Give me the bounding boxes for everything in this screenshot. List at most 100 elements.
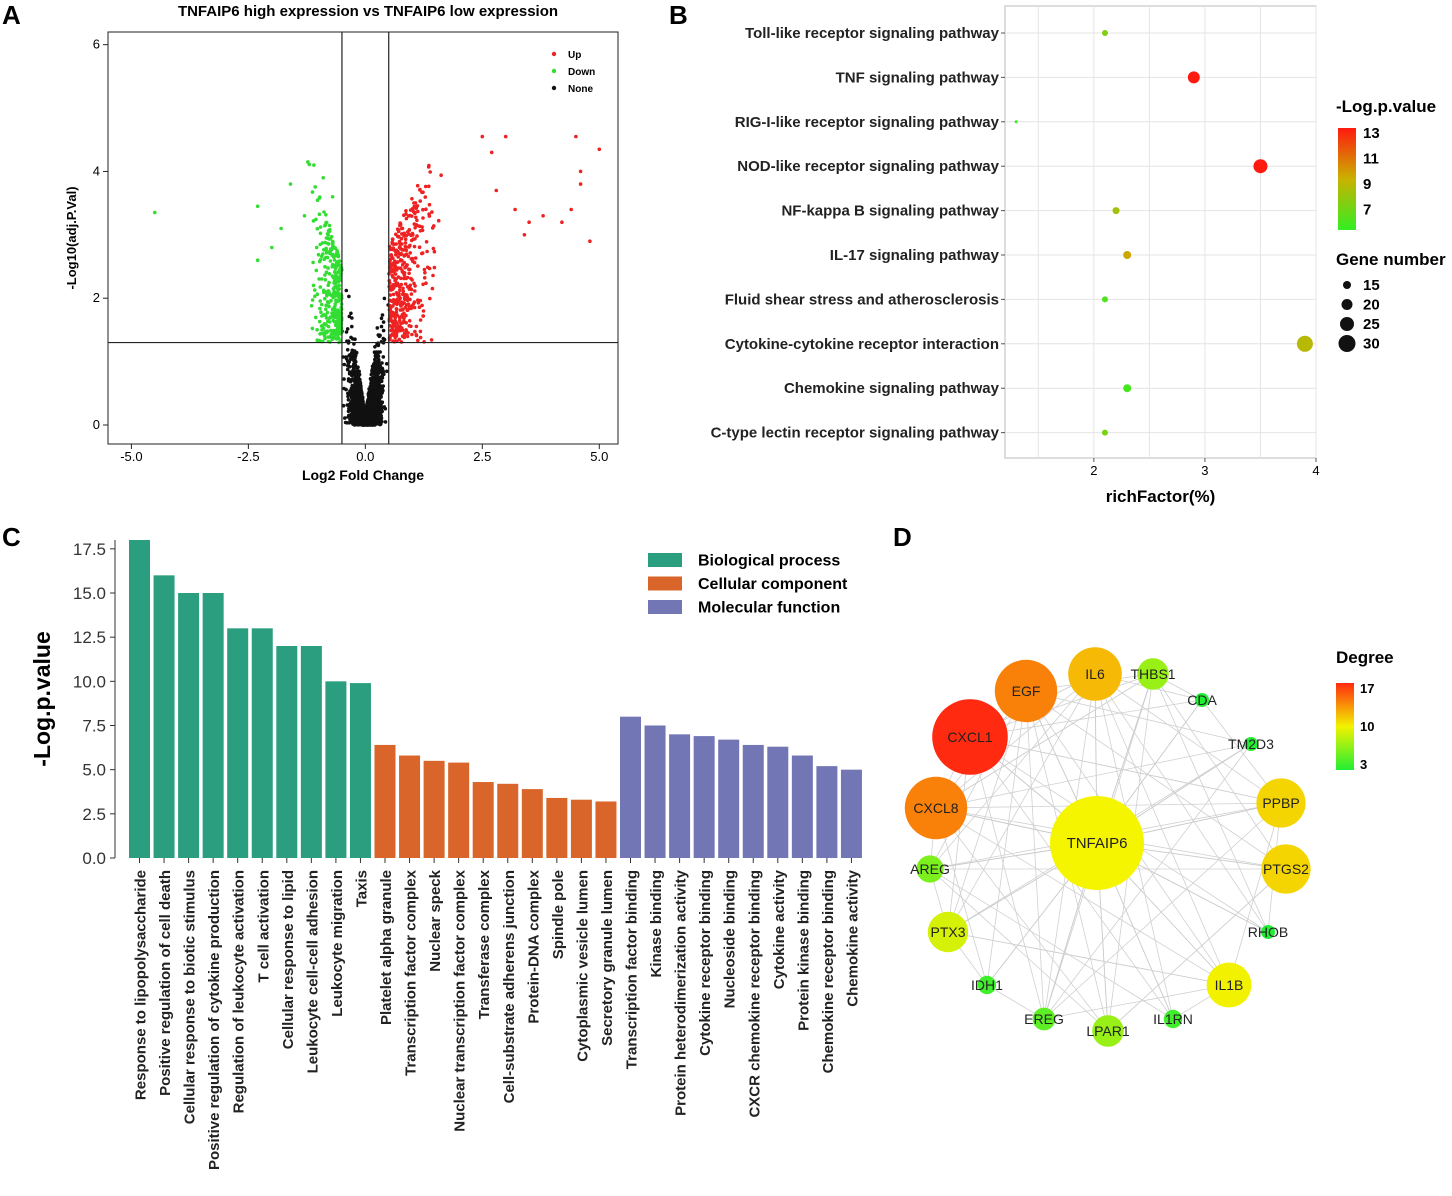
volcano-point-down bbox=[319, 277, 324, 281]
volcano-point-none bbox=[350, 324, 354, 329]
volcano-point-none bbox=[352, 394, 357, 398]
volcano-point-up bbox=[416, 264, 420, 268]
volcano-point-down bbox=[337, 262, 341, 267]
volcano-point-down bbox=[331, 252, 335, 257]
volcano-point-down bbox=[326, 324, 331, 329]
network-node-label: IL1RN bbox=[1153, 1011, 1193, 1027]
volcano-point-up bbox=[412, 201, 416, 205]
volcano-point-up bbox=[394, 331, 399, 336]
pathway-bubble bbox=[1123, 384, 1132, 393]
pathway-label: C-type lectin receptor signaling pathway bbox=[711, 425, 1000, 442]
volcano-point-up bbox=[418, 335, 423, 340]
volcano-point-up bbox=[400, 226, 404, 231]
size-legend-title: Gene number bbox=[1336, 250, 1446, 269]
volcano-point-down bbox=[153, 210, 157, 215]
go-bar bbox=[227, 628, 249, 858]
go-term-label: Spindle pole bbox=[550, 870, 567, 959]
volcano-point-none bbox=[380, 376, 385, 380]
pathway-bubble bbox=[1296, 335, 1313, 352]
volcano-point-up bbox=[560, 220, 564, 224]
volcano-point-none bbox=[368, 414, 373, 418]
go-term-label: Regulation of leukocyte activation bbox=[231, 870, 248, 1113]
volcano-point-up bbox=[398, 324, 403, 329]
volcano-point-up bbox=[393, 268, 397, 272]
network-edge bbox=[969, 736, 1282, 804]
network-edge bbox=[1043, 984, 1230, 1020]
volcano-point-up bbox=[389, 263, 394, 268]
volcano-point-down bbox=[317, 277, 321, 281]
go-bar bbox=[448, 762, 470, 858]
volcano-point-none bbox=[350, 383, 355, 388]
degree-legend-tick: 3 bbox=[1360, 757, 1367, 772]
network-edge bbox=[1043, 802, 1282, 1020]
volcano-point-up bbox=[394, 307, 399, 312]
volcano-point-down bbox=[323, 264, 327, 269]
go-bar bbox=[399, 755, 421, 858]
y-tick-label: 12.5 bbox=[73, 628, 106, 647]
volcano-point-none bbox=[356, 423, 360, 427]
volcano-point-down bbox=[279, 226, 283, 231]
volcano-point-down bbox=[332, 312, 336, 317]
volcano-point-up bbox=[422, 276, 427, 280]
legend-label-none: None bbox=[568, 84, 593, 95]
volcano-point-up bbox=[403, 237, 408, 242]
volcano-point-none bbox=[385, 369, 389, 374]
volcano-point-down bbox=[314, 268, 319, 273]
volcano-point-up bbox=[489, 150, 494, 155]
volcano-point-down bbox=[328, 259, 333, 263]
volcano-point-down bbox=[328, 251, 332, 256]
volcano-point-down bbox=[317, 212, 322, 216]
volcano-point-none bbox=[373, 353, 378, 357]
volcano-point-none bbox=[368, 385, 373, 389]
kegg-bubble-chart: Toll-like receptor signaling pathway TNF … bbox=[711, 5, 1446, 506]
volcano-point-none bbox=[346, 394, 350, 399]
go-term-label: T cell activation bbox=[255, 870, 272, 983]
volcano-point-up bbox=[414, 223, 419, 227]
volcano-point-up bbox=[398, 288, 402, 293]
go-bar bbox=[521, 789, 543, 858]
volcano-point-none bbox=[370, 382, 374, 386]
volcano-point-up bbox=[388, 293, 393, 297]
volcano-point-up bbox=[421, 314, 425, 318]
volcano-point-up bbox=[397, 291, 401, 296]
volcano-point-none bbox=[377, 358, 381, 362]
volcano-point-up bbox=[421, 216, 425, 220]
network-edge bbox=[1094, 673, 1282, 804]
volcano-plot: TNFAIP6 high expression vs TNFAIP6 low e… bbox=[64, 3, 619, 483]
volcano-point-none bbox=[381, 320, 386, 324]
x-tick-label: 3 bbox=[1201, 463, 1208, 478]
pathway-label: NOD-like receptor signaling pathway bbox=[737, 158, 999, 175]
volcano-point-none bbox=[357, 370, 361, 374]
volcano-point-up bbox=[414, 333, 419, 337]
volcano-point-up bbox=[597, 147, 602, 152]
y-tick-label: 15.0 bbox=[73, 584, 106, 603]
network-node bbox=[927, 911, 969, 953]
network-edge bbox=[1025, 690, 1252, 745]
volcano-point-none bbox=[347, 364, 352, 369]
volcano-point-down bbox=[315, 226, 320, 231]
volcano-point-up bbox=[427, 214, 432, 218]
volcano-point-up bbox=[424, 281, 428, 286]
volcano-point-none bbox=[357, 379, 362, 384]
volcano-point-up bbox=[404, 321, 409, 325]
go-bar bbox=[325, 681, 347, 858]
volcano-point-up bbox=[578, 169, 583, 174]
volcano-point-up bbox=[405, 334, 410, 339]
volcano-point-none bbox=[345, 327, 350, 331]
go-bar bbox=[669, 734, 691, 858]
volcano-point-down bbox=[325, 232, 330, 236]
volcano-point-up bbox=[423, 270, 427, 275]
network-node-label: AREG bbox=[910, 861, 950, 877]
volcano-point-down bbox=[318, 225, 323, 229]
size-legend-marker bbox=[1341, 299, 1353, 310]
volcano-point-up bbox=[418, 187, 422, 192]
volcano-point-down bbox=[322, 257, 327, 262]
network-edge bbox=[1152, 673, 1287, 870]
volcano-point-up bbox=[432, 224, 436, 228]
volcano-point-none bbox=[349, 372, 354, 376]
volcano-point-down bbox=[317, 319, 322, 324]
volcano-point-none bbox=[372, 371, 377, 375]
network-node-label: RHOB bbox=[1248, 924, 1288, 940]
go-bar-chart: 0.0 2.5 5.0 7.5 10.0 12.5 15.0 17.5 -Log.p.value… bbox=[29, 540, 862, 1170]
volcano-point-up bbox=[393, 335, 398, 340]
